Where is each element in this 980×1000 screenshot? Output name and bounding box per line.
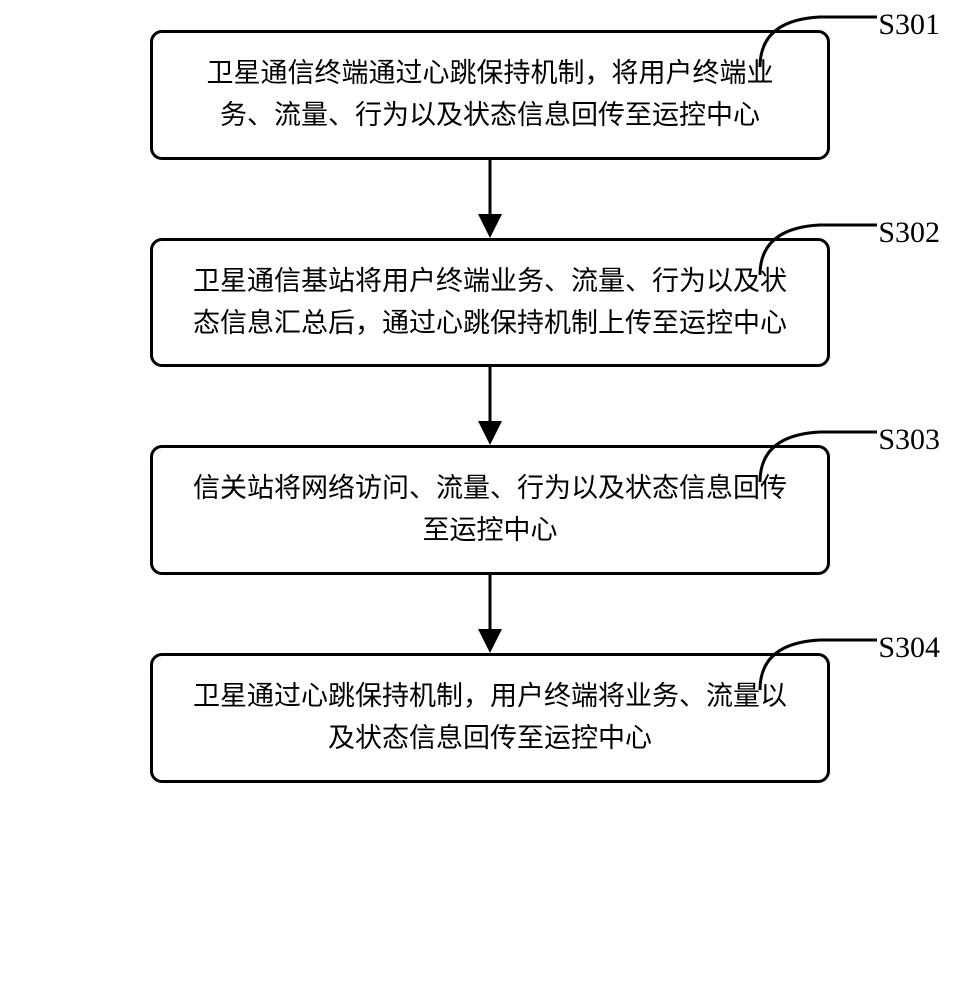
- step-container-3: 信关站将网络访问、流量、行为以及状态信息回传至运控中心 S303: [0, 445, 980, 575]
- step-text: 卫星通过心跳保持机制，用户终端将业务、流量以及状态信息回传至运控中心: [193, 681, 787, 753]
- connector-curve-icon: [755, 220, 885, 280]
- connector-curve-icon: [755, 12, 885, 72]
- arrow-down-icon: [470, 575, 510, 653]
- step-box-s301: 卫星通信终端通过心跳保持机制，将用户终端业务、流量、行为以及状态信息回传至运控中…: [150, 30, 830, 160]
- step-box-s304: 卫星通过心跳保持机制，用户终端将业务、流量以及状态信息回传至运控中心: [150, 653, 830, 783]
- arrow-3: [470, 575, 510, 653]
- step-container-2: 卫星通信基站将用户终端业务、流量、行为以及状态信息汇总后，通过心跳保持机制上传至…: [0, 238, 980, 368]
- step-box-s303: 信关站将网络访问、流量、行为以及状态信息回传至运控中心: [150, 445, 830, 575]
- step-container-1: 卫星通信终端通过心跳保持机制，将用户终端业务、流量、行为以及状态信息回传至运控中…: [0, 30, 980, 160]
- step-label-s301: S301: [878, 8, 940, 42]
- step-label-s304: S304: [878, 631, 940, 665]
- step-container-4: 卫星通过心跳保持机制，用户终端将业务、流量以及状态信息回传至运控中心 S304: [0, 653, 980, 783]
- step-label-s303: S303: [878, 423, 940, 457]
- arrow-2: [470, 367, 510, 445]
- connector-curve-icon: [755, 427, 885, 487]
- connector-curve-icon: [755, 635, 885, 695]
- arrow-down-icon: [470, 367, 510, 445]
- step-text: 信关站将网络访问、流量、行为以及状态信息回传至运控中心: [193, 473, 787, 545]
- flowchart-container: 卫星通信终端通过心跳保持机制，将用户终端业务、流量、行为以及状态信息回传至运控中…: [0, 30, 980, 783]
- step-text: 卫星通信终端通过心跳保持机制，将用户终端业务、流量、行为以及状态信息回传至运控中…: [207, 58, 774, 130]
- arrow-down-icon: [470, 160, 510, 238]
- arrow-1: [470, 160, 510, 238]
- step-label-s302: S302: [878, 216, 940, 250]
- step-box-s302: 卫星通信基站将用户终端业务、流量、行为以及状态信息汇总后，通过心跳保持机制上传至…: [150, 238, 830, 368]
- step-text: 卫星通信基站将用户终端业务、流量、行为以及状态信息汇总后，通过心跳保持机制上传至…: [193, 266, 787, 338]
